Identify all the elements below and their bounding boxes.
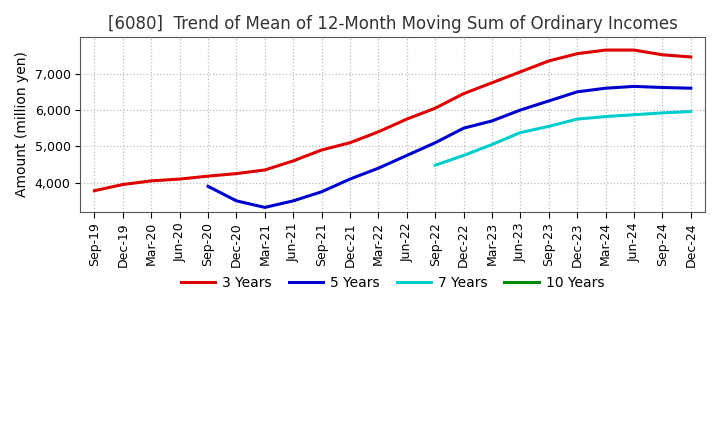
7 Years <box>459 153 468 158</box>
3 Years <box>232 171 240 176</box>
3 Years <box>204 173 212 179</box>
7 Years <box>573 117 582 122</box>
5 Years <box>232 198 240 204</box>
5 Years <box>346 176 354 182</box>
5 Years <box>686 85 695 91</box>
3 Years <box>487 80 496 85</box>
Line: 5 Years: 5 Years <box>208 86 690 207</box>
3 Years <box>318 147 326 153</box>
7 Years <box>601 114 610 119</box>
3 Years <box>573 51 582 56</box>
7 Years <box>431 163 439 168</box>
5 Years <box>630 84 639 89</box>
7 Years <box>544 124 553 129</box>
3 Years <box>686 54 695 59</box>
7 Years <box>630 112 639 117</box>
7 Years <box>686 109 695 114</box>
5 Years <box>204 183 212 189</box>
5 Years <box>431 140 439 145</box>
5 Years <box>459 125 468 131</box>
5 Years <box>261 205 269 210</box>
3 Years <box>346 140 354 145</box>
3 Years <box>658 52 667 57</box>
3 Years <box>289 158 297 164</box>
7 Years <box>487 142 496 147</box>
3 Years <box>147 178 156 183</box>
3 Years <box>374 129 383 135</box>
3 Years <box>459 91 468 96</box>
Line: 3 Years: 3 Years <box>94 50 690 191</box>
5 Years <box>573 89 582 95</box>
3 Years <box>516 69 525 74</box>
5 Years <box>658 85 667 90</box>
Title: [6080]  Trend of Mean of 12-Month Moving Sum of Ordinary Incomes: [6080] Trend of Mean of 12-Month Moving … <box>108 15 678 33</box>
3 Years <box>402 117 411 122</box>
5 Years <box>318 189 326 194</box>
3 Years <box>261 167 269 172</box>
5 Years <box>544 98 553 103</box>
Line: 7 Years: 7 Years <box>435 111 690 165</box>
3 Years <box>90 188 99 193</box>
5 Years <box>516 107 525 113</box>
5 Years <box>402 153 411 158</box>
3 Years <box>630 48 639 53</box>
3 Years <box>601 48 610 53</box>
7 Years <box>658 110 667 116</box>
3 Years <box>431 106 439 111</box>
Legend: 3 Years, 5 Years, 7 Years, 10 Years: 3 Years, 5 Years, 7 Years, 10 Years <box>175 271 611 296</box>
5 Years <box>289 198 297 204</box>
5 Years <box>601 85 610 91</box>
Y-axis label: Amount (million yen): Amount (million yen) <box>15 51 29 198</box>
7 Years <box>516 130 525 135</box>
3 Years <box>119 182 127 187</box>
3 Years <box>544 59 553 64</box>
3 Years <box>176 176 184 182</box>
5 Years <box>374 165 383 171</box>
5 Years <box>487 118 496 124</box>
